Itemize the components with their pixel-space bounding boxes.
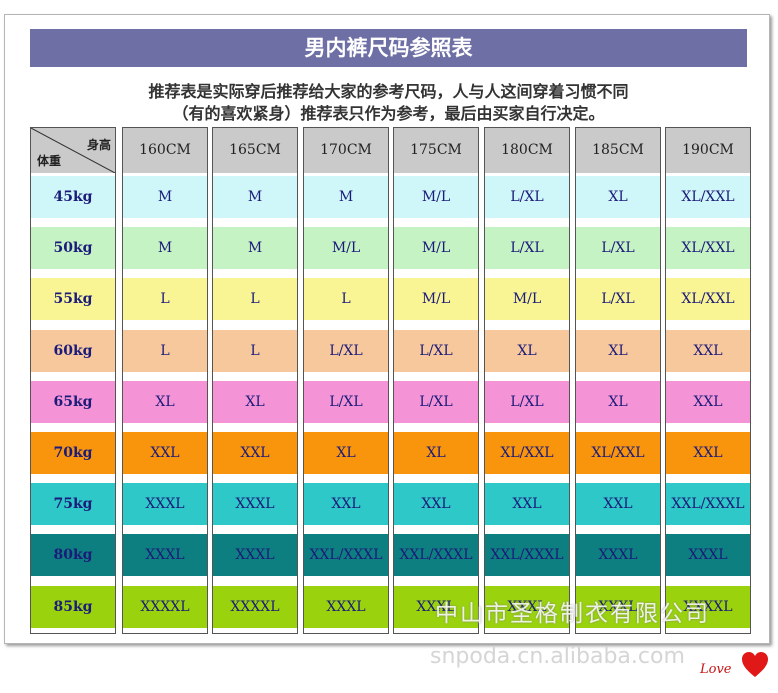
size-cell: XXL — [123, 432, 207, 474]
size-cell: XL — [304, 432, 388, 474]
size-cell: XXL — [394, 483, 478, 526]
size-cell: M/L — [304, 227, 388, 270]
height-column: 190CM XL/XXL XL/XXL XL/XXL XXL XXL XXL XXL/XXXL… — [665, 127, 751, 634]
size-cell: L/XL — [576, 227, 660, 270]
size-cell: M — [213, 176, 297, 218]
size-cell: XXXL — [123, 534, 207, 577]
size-cell: L/XL — [485, 380, 569, 423]
size-cell: XL — [576, 329, 660, 372]
size-cell: XL — [213, 380, 297, 423]
size-cell: XXL — [666, 329, 750, 372]
height-column: 160CM M M L L XL XXL XXXL XXXL XXXXL — [122, 127, 208, 634]
size-cell: L — [123, 278, 207, 321]
weight-label: 45kg — [31, 176, 115, 218]
height-header: 170CM — [304, 128, 388, 173]
size-cell: XXXL — [213, 483, 297, 526]
description-line-1: 推荐表是实际穿后推荐给大家的参考尺码，人与人这间穿着习惯不同 — [148, 82, 629, 101]
size-cell: XXL/XXXL — [394, 534, 478, 577]
height-header: 180CM — [485, 128, 569, 173]
size-cell: L — [123, 329, 207, 372]
height-column: 165CM M M L L XL XXL XXXL XXXL XXXXL — [212, 127, 298, 634]
size-cell: XL — [576, 176, 660, 218]
size-cell: XXXXL — [213, 585, 297, 628]
size-cell: L/XL — [394, 380, 478, 423]
height-column: 180CM L/XL L/XL M/L XL L/XL XL/XXL XXL XXL/XXXL X… — [484, 127, 570, 634]
size-cell: XXXL — [123, 483, 207, 526]
size-cell: XXL/XXXL — [666, 483, 750, 526]
size-cell: XL/XXL — [485, 432, 569, 474]
size-cell: L — [213, 278, 297, 321]
page-title: 男内裤尺码参照表 — [30, 29, 747, 67]
size-cell: XL/XXL — [666, 227, 750, 270]
size-cell: M — [213, 227, 297, 270]
size-cell: M/L — [394, 278, 478, 321]
weight-label: 65kg — [31, 380, 115, 423]
height-column: 185CM XL L/XL L/XL XL XL XL/XXL XXL XXXL XXXL — [575, 127, 661, 634]
weight-label: 70kg — [31, 432, 115, 474]
size-cell: XXXL — [576, 534, 660, 577]
size-cell: XXL/XXXL — [304, 534, 388, 577]
height-column: 170CM M M/L L L/XL L/XL XL XXL XXL/XXXL XXXL — [303, 127, 389, 634]
height-header: 165CM — [213, 128, 297, 173]
size-cell: L/XL — [576, 278, 660, 321]
size-cell: L/XL — [304, 329, 388, 372]
weight-label: 80kg — [31, 534, 115, 577]
size-cell: XL/XXL — [576, 432, 660, 474]
size-cell: L — [213, 329, 297, 372]
size-cell: XXL — [485, 483, 569, 526]
love-text: Love — [700, 662, 732, 677]
size-cell: XL — [576, 380, 660, 423]
size-cell: M — [304, 176, 388, 218]
size-cell: XXL/XXXL — [485, 534, 569, 577]
size-cell: XXXL — [394, 585, 478, 628]
weight-label: 50kg — [31, 227, 115, 270]
height-header: 190CM — [666, 128, 750, 173]
size-cell: L/XL — [394, 329, 478, 372]
size-cell: XXL — [666, 380, 750, 423]
size-cell: L/XL — [485, 227, 569, 270]
height-column: 175CM M/L M/L M/L L/XL L/XL XL XXL XXL/XXXL XXXL — [393, 127, 479, 634]
size-cell: M — [123, 227, 207, 270]
size-cell: XL — [485, 329, 569, 372]
size-cell: XXL — [576, 483, 660, 526]
size-cell: XL/XXL — [666, 176, 750, 218]
size-cell: L/XL — [304, 380, 388, 423]
size-cell: M/L — [394, 176, 478, 218]
weight-column: 身高 体重 45kg 50kg 55kg 60kg 65kg 70kg 75kg 80kg 85kg — [30, 127, 116, 634]
size-cell: XXXL — [666, 534, 750, 577]
height-header: 185CM — [576, 128, 660, 173]
size-cell: XXXXL — [123, 585, 207, 628]
height-header: 160CM — [123, 128, 207, 173]
size-cell: XXXL — [304, 585, 388, 628]
company-watermark: 中山市圣格制衣有限公司 — [435, 601, 710, 627]
corner-weight-label: 体重 — [37, 154, 62, 168]
size-cell: XXXL — [576, 585, 660, 628]
size-cell: M/L — [394, 227, 478, 270]
size-cell: XXL — [666, 432, 750, 474]
size-cell: XL — [394, 432, 478, 474]
size-cell: XL — [123, 380, 207, 423]
table-corner-header: 身高体重 — [31, 128, 115, 173]
size-cell: M/L — [485, 278, 569, 321]
size-cell: L/XL — [485, 176, 569, 218]
site-watermark: snpoda.cn.alibaba.com — [430, 644, 685, 669]
size-cell: XXXL — [213, 534, 297, 577]
size-cell: M — [123, 176, 207, 218]
weight-label: 55kg — [31, 278, 115, 321]
size-cell: XXXXL — [666, 585, 750, 628]
size-cell: XXL — [304, 483, 388, 526]
size-cell: XL/XXL — [666, 278, 750, 321]
height-header: 175CM — [394, 128, 478, 173]
size-cell: L — [304, 278, 388, 321]
weight-label: 60kg — [31, 329, 115, 372]
weight-label: 75kg — [31, 483, 115, 526]
description-line-2: （有的喜欢紧身）推荐表只作为参考，最后由买家自行决定。 — [172, 104, 605, 123]
weight-label: 85kg — [31, 585, 115, 628]
size-cell: XXXL — [485, 585, 569, 628]
heart-icon — [742, 652, 768, 677]
size-cell: XXL — [213, 432, 297, 474]
corner-height-label: 身高 — [86, 138, 111, 152]
